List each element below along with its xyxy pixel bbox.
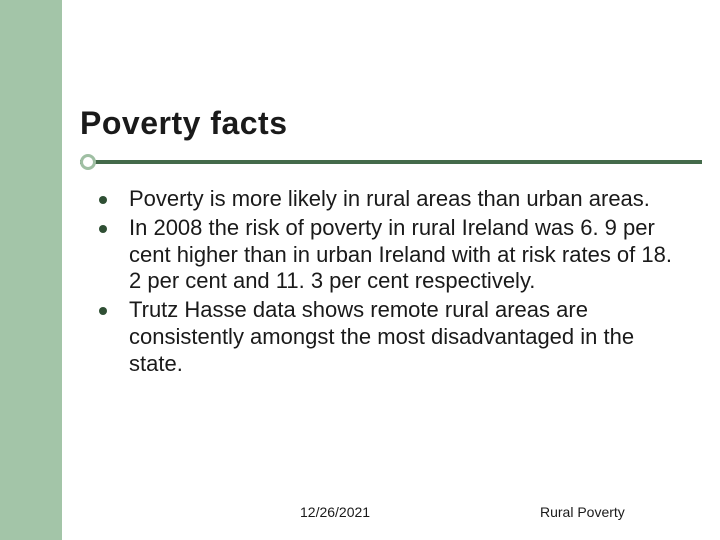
list-item: In 2008 the risk of poverty in rural Ire…: [95, 215, 690, 295]
list-item: Trutz Hasse data shows remote rural area…: [95, 297, 690, 377]
footer-date: 12/26/2021: [300, 504, 370, 520]
title-underline: [62, 156, 702, 170]
side-accent-bar: [0, 0, 62, 540]
slide: Poverty facts Poverty is more likely in …: [0, 0, 720, 540]
underline-dot-icon: [80, 154, 96, 170]
content-area: Poverty is more likely in rural areas th…: [95, 186, 690, 380]
bullet-list: Poverty is more likely in rural areas th…: [95, 186, 690, 378]
list-item: Poverty is more likely in rural areas th…: [95, 186, 690, 213]
title-area: Poverty facts: [80, 105, 287, 142]
underline-bar: [80, 160, 702, 164]
slide-title: Poverty facts: [80, 105, 287, 142]
footer-topic: Rural Poverty: [540, 504, 625, 520]
